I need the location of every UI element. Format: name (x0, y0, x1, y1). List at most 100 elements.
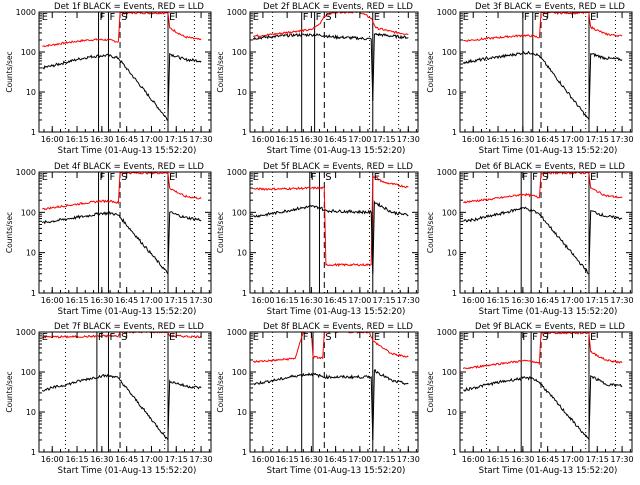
x-axis-label: Start Time (01-Aug-13 15:52:20) (58, 466, 197, 476)
panel-plot-area (252, 332, 409, 452)
panel-plot-area (462, 332, 623, 452)
x-axis-label: Start Time (01-Aug-13 15:52:20) (479, 307, 618, 317)
x-tick-label: 16:00 (41, 455, 64, 464)
x-tick-label: 16:15 (487, 455, 510, 464)
panel-frame (459, 331, 633, 453)
y-axis-label: Counts/sec (216, 371, 225, 412)
x-tick-label: 17:30 (190, 135, 213, 144)
y-tick-label: 100 (232, 208, 247, 217)
event-letter: E (463, 12, 469, 23)
y-tick-label: 1 (31, 289, 36, 298)
x-tick-label: 16:45 (536, 296, 559, 305)
x-tick-label: 17:15 (586, 135, 609, 144)
event-letter: F (311, 172, 317, 183)
y-tick-label: 100 (21, 48, 36, 57)
event-letter: F (532, 332, 538, 343)
event-letter: E (374, 12, 380, 23)
y-tick-label: 100 (21, 208, 36, 217)
lld-series-line (41, 332, 202, 339)
y-tick-label: 10 (26, 88, 36, 97)
y-tick-label: 1000 (437, 8, 457, 17)
events-series-line (41, 211, 202, 275)
y-tick-label: 100 (442, 368, 457, 377)
x-axis-label: Start Time (01-Aug-13 15:52:20) (58, 307, 197, 317)
x-tick-label: 16:00 (251, 455, 274, 464)
y-tick-label: 1000 (437, 168, 457, 177)
y-tick-label: 1 (242, 128, 247, 137)
event-letter: E (42, 172, 48, 183)
event-letter: E (253, 12, 259, 23)
x-tick-label: 17:30 (611, 135, 634, 144)
event-letter: F (109, 172, 115, 183)
x-tick-label: 17:30 (611, 455, 634, 464)
panel-frame (38, 331, 212, 453)
y-tick-label: 100 (442, 208, 457, 217)
x-tick-label: 16:15 (276, 455, 299, 464)
y-tick-label: 10 (26, 249, 36, 258)
event-letter: S (542, 172, 548, 183)
x-axis-label: Start Time (01-Aug-13 15:52:20) (479, 146, 618, 156)
event-letter: F (98, 332, 104, 343)
y-tick-label: 1 (31, 128, 36, 137)
panel-frame (249, 331, 419, 453)
y-axis-label: Counts/sec (216, 51, 225, 92)
event-letter: E (42, 12, 48, 23)
panel-title: Det 1f BLACK = Events, RED = LLD (54, 2, 204, 12)
y-tick-label: 1000 (16, 328, 36, 337)
y-tick-label: 10 (26, 408, 36, 417)
event-letter: E (42, 332, 48, 343)
event-letter: F (100, 172, 106, 183)
events-series-line (41, 373, 202, 441)
y-axis-label: Counts/sec (5, 212, 14, 253)
x-tick-label: 16:30 (511, 455, 534, 464)
events-series-line (252, 200, 409, 274)
x-tick-label: 16:15 (66, 455, 89, 464)
x-tick-label: 17:30 (611, 296, 634, 305)
x-tick-label: 17:00 (348, 135, 371, 144)
event-letter: E (374, 332, 380, 343)
x-tick-label: 16:15 (487, 296, 510, 305)
x-tick-label: 17:15 (165, 135, 188, 144)
x-tick-label: 17:15 (165, 296, 188, 305)
x-tick-label: 17:30 (397, 455, 420, 464)
event-letter: S (121, 172, 127, 183)
event-letter: F (100, 12, 106, 23)
events-series-line (252, 32, 409, 101)
x-tick-label: 17:00 (561, 296, 584, 305)
x-tick-label: 16:00 (41, 135, 64, 144)
events-series-line (42, 53, 202, 121)
x-tick-label: 16:15 (276, 296, 299, 305)
events-series-line (462, 50, 623, 121)
y-tick-label: 10 (447, 249, 457, 258)
event-letter: S (542, 332, 548, 343)
panel-plot-area (42, 12, 202, 132)
event-letter: E (253, 332, 259, 343)
y-tick-label: 1000 (437, 328, 457, 337)
y-axis-label: Counts/sec (5, 51, 14, 92)
y-tick-label: 1 (242, 289, 247, 298)
x-tick-label: 16:30 (300, 135, 323, 144)
y-tick-label: 100 (442, 48, 457, 57)
event-letter: E (590, 332, 596, 343)
event-letter: F (109, 12, 115, 23)
x-axis-label: Start Time (01-Aug-13 15:52:20) (267, 146, 406, 156)
panel-title: Det 3f BLACK = Events, RED = LLD (475, 2, 625, 12)
event-letter: S (325, 332, 331, 343)
x-axis-label: Start Time (01-Aug-13 15:52:20) (58, 146, 197, 156)
event-letter: E (374, 172, 380, 183)
x-tick-label: 17:30 (397, 135, 420, 144)
panel-plot-area (463, 172, 623, 293)
event-letter: S (121, 332, 127, 343)
event-letter: S (325, 12, 331, 23)
y-tick-label: 1000 (227, 8, 247, 17)
event-letter: F (109, 332, 115, 343)
lld-series-line (252, 332, 409, 364)
y-axis-label: Counts/sec (216, 212, 225, 253)
panel-frame (38, 171, 212, 294)
y-axis-label: Counts/sec (426, 51, 435, 92)
x-tick-label: 16:45 (536, 455, 559, 464)
